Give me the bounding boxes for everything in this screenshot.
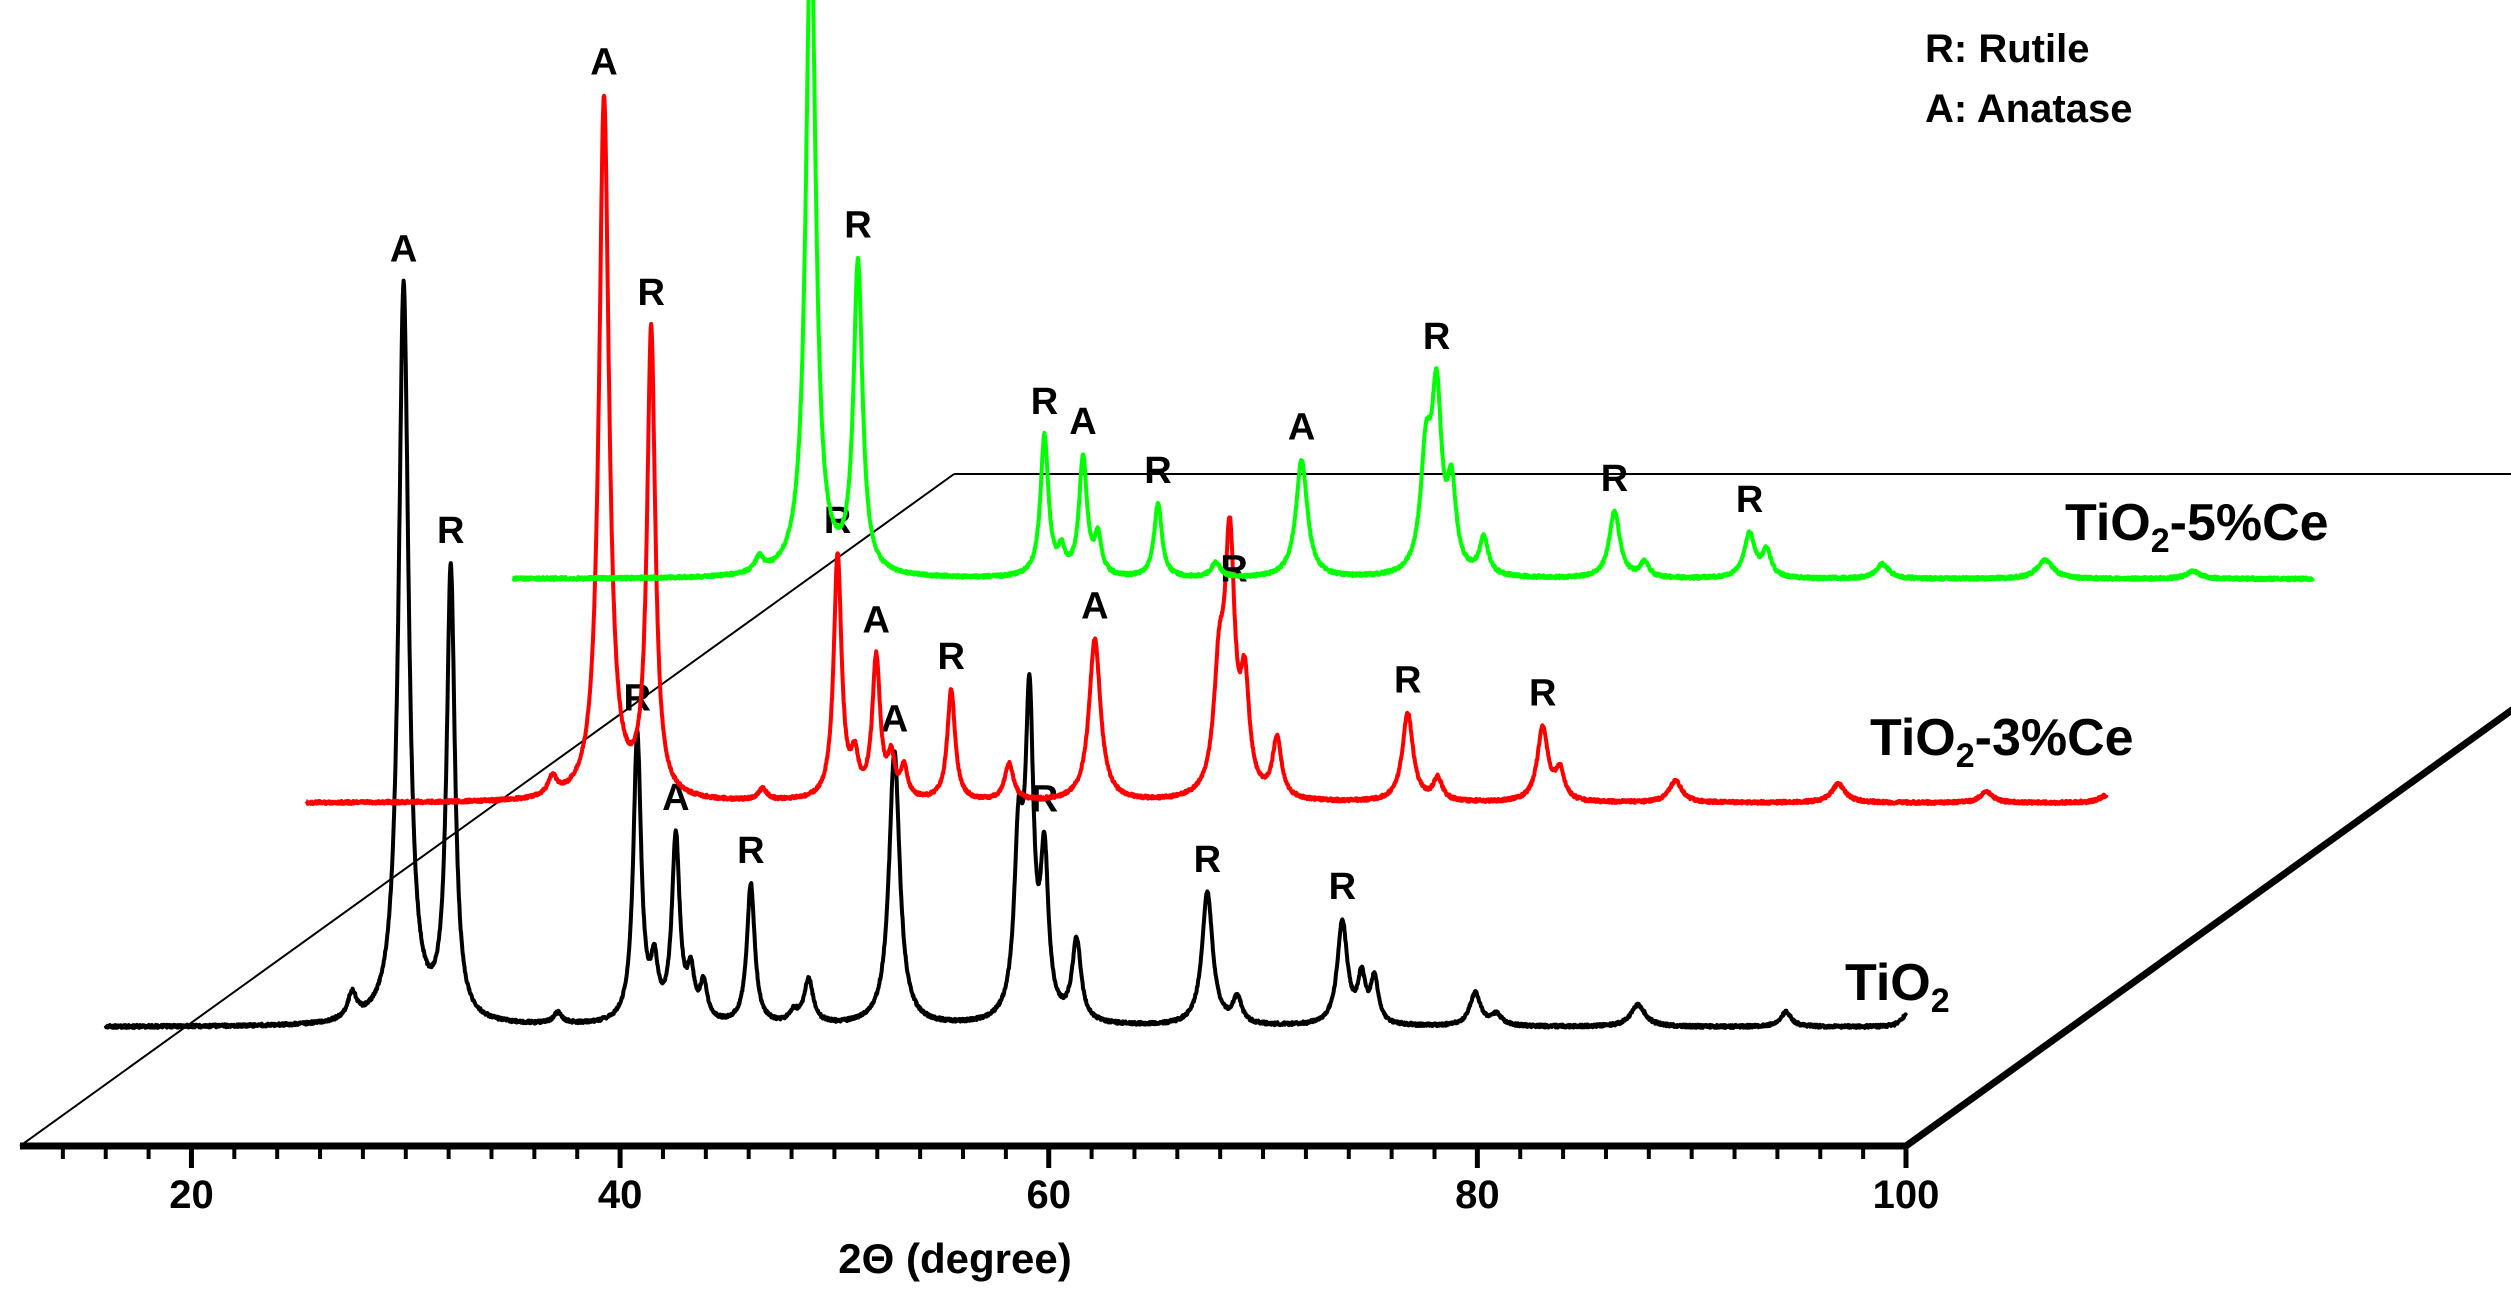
x-tick-label: 20: [169, 1173, 214, 1217]
peak-label: R: [1194, 839, 1221, 881]
x-axis: 20 40 60 80 100 2Θ (degree): [20, 1142, 1940, 1282]
peak-label: A: [862, 599, 889, 641]
series-line: [511, 0, 2315, 583]
peak-label: A: [1081, 586, 1108, 628]
series-label-sub: 2: [1956, 737, 1975, 775]
chart-frame: [19, 473, 2511, 1149]
series-label: TiO2-5%Ce: [2065, 494, 2329, 560]
x-tick-label: 80: [1455, 1173, 1500, 1217]
peak-label: R: [1329, 866, 1356, 908]
legend-rutile: R: Rutile: [1925, 27, 2089, 71]
peak-label: R: [1394, 659, 1421, 701]
series-label: TiO2-3%Ce: [1870, 709, 2134, 775]
peak-label: R: [437, 510, 464, 552]
peak-label: R: [1423, 316, 1450, 358]
series-label-main: TiO: [1870, 709, 1956, 767]
peak-label: R: [737, 830, 764, 872]
peak-label: R: [1601, 458, 1628, 500]
peak-label: R: [1144, 450, 1171, 492]
peak-label: A: [1069, 401, 1096, 443]
peak-label: R: [1529, 673, 1556, 715]
x-tick-label: 100: [1873, 1173, 1940, 1217]
series-layer: ARRARARRRTiO2ARRARARRRTiO2-3%CeARRARARRR…: [103, 0, 2329, 1030]
peak-label: A: [390, 228, 417, 270]
legend-anatase: A: Anatase: [1925, 87, 2132, 131]
series-label-main: TiO: [1845, 954, 1931, 1012]
legend: R: Rutile A: Anatase: [1925, 27, 2132, 131]
series-label-sub: 2: [2151, 522, 2170, 560]
series-label: TiO2: [1845, 954, 1950, 1020]
peak-label: R: [637, 272, 664, 314]
peak-label: A: [1288, 406, 1315, 448]
series-line: [304, 93, 2109, 806]
frame-right-edge: [1903, 706, 2511, 1149]
peak-label: A: [662, 777, 689, 819]
frame-left-edge: [19, 473, 955, 1147]
peak-label: A: [590, 41, 617, 83]
series-label-rest: -5%Ce: [2170, 494, 2329, 552]
series-line: [103, 278, 1908, 1030]
x-axis-title: 2Θ (degree): [838, 1235, 1071, 1282]
peak-label: R: [1031, 381, 1058, 423]
peak-label: R: [937, 636, 964, 678]
series-label-main: TiO: [2065, 494, 2151, 552]
series-label-rest: -3%Ce: [1975, 709, 2134, 767]
x-tick-label: 60: [1026, 1173, 1071, 1217]
series-label-sub: 2: [1931, 982, 1950, 1020]
peak-label: A: [881, 698, 908, 740]
peak-label: R: [624, 678, 651, 720]
x-tick-label: 40: [598, 1173, 643, 1217]
peak-label: R: [844, 204, 871, 246]
peak-label: R: [1736, 479, 1763, 521]
